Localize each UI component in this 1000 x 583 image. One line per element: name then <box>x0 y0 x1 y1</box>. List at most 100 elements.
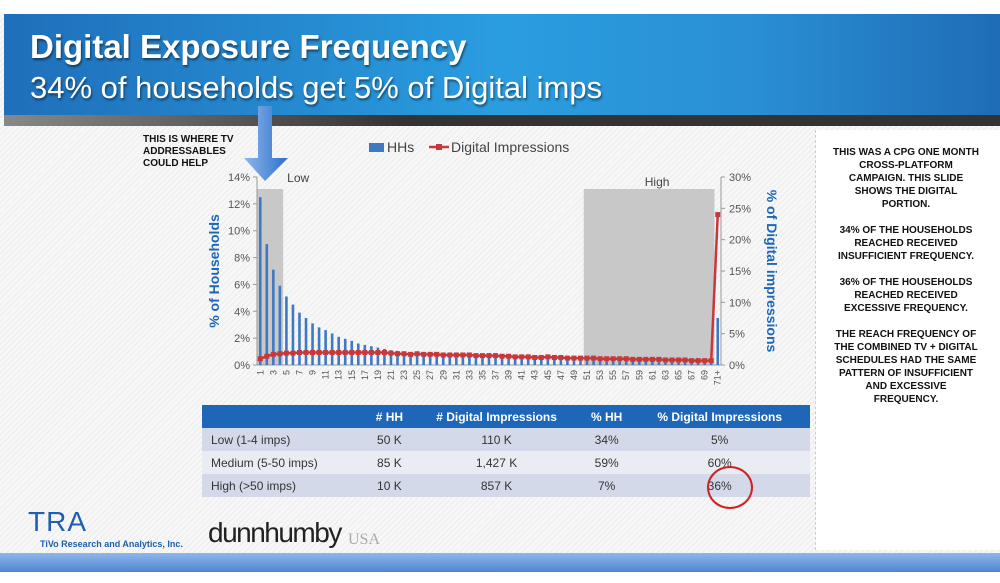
side-note: THE REACH FREQUENCY OF THE COMBINED TV +… <box>834 329 978 405</box>
x-tick-label: 5 <box>281 370 291 375</box>
x-tick-label: 19 <box>373 370 383 380</box>
x-tick-label: 35 <box>477 370 487 380</box>
digital-point <box>604 356 610 362</box>
digital-point <box>525 354 531 360</box>
hh-bar <box>618 360 622 365</box>
hh-bar <box>709 361 713 365</box>
x-tick-label: 59 <box>634 370 644 380</box>
x-tick-label: 61 <box>647 370 657 380</box>
x-tick-label: 39 <box>504 370 514 380</box>
hh-bar <box>703 361 706 365</box>
digital-point <box>388 350 394 356</box>
side-notes-panel: THIS WAS A CPG ONE MONTH CROSS-PLATFORM … <box>815 130 1000 550</box>
digital-point <box>662 357 668 363</box>
digital-point <box>636 356 642 362</box>
side-note: THIS WAS A CPG ONE MONTH CROSS-PLATFORM … <box>833 147 979 210</box>
hh-bar <box>644 360 648 365</box>
hh-bar <box>376 347 380 365</box>
frequency-chart: Low High 0% 2% 4% 6% 8% 10% 12% 14% 0% 5% 10% 15% 20% 2… <box>206 139 780 385</box>
digital-point <box>427 351 433 357</box>
x-tick-label: 53 <box>595 370 605 380</box>
digital-point <box>336 349 342 355</box>
table-cell: 857 K <box>409 474 584 497</box>
hh-bar <box>468 356 471 365</box>
digital-point <box>473 353 479 359</box>
hh-bar <box>546 359 550 365</box>
digital-point <box>270 351 276 357</box>
x-tick-label: 67 <box>687 370 697 380</box>
digital-point <box>368 349 374 355</box>
table-cell: 110 K <box>409 428 584 451</box>
x-tick-label: 51 <box>582 370 592 380</box>
slide-title: Digital Exposure Frequency <box>30 28 467 65</box>
hh-bar <box>664 360 667 365</box>
hh-bar <box>592 360 595 365</box>
hh-bar <box>383 348 386 365</box>
y-axis-title: % of Households <box>206 214 222 328</box>
hh-bar <box>278 285 282 365</box>
digital-point <box>597 356 603 362</box>
y-tick-label: 10% <box>228 226 250 238</box>
hh-bar <box>272 269 275 365</box>
x-tick-label: 71+ <box>713 370 723 385</box>
digital-point <box>355 349 361 355</box>
hh-bar <box>611 360 615 365</box>
x-tick-label: 69 <box>700 370 710 380</box>
hh-bar <box>487 357 491 365</box>
x-tick-label: 33 <box>464 370 474 380</box>
digital-point <box>493 353 499 359</box>
hh-bar <box>422 353 425 365</box>
digital-point <box>447 352 453 358</box>
hh-bar <box>526 358 530 365</box>
x-tick-label: 65 <box>674 370 684 380</box>
side-note: 36% OF THE HOUSEHOLDS REACHED RECEIVED E… <box>839 277 973 314</box>
table-cell: 34% <box>583 428 630 451</box>
down-arrow-icon <box>244 106 288 181</box>
top-margin <box>0 0 1000 14</box>
hh-bar <box>428 354 432 365</box>
digital-point <box>296 349 302 355</box>
hh-bar <box>258 197 262 365</box>
side-note: 34% OF THE HOUSEHOLDS REACHED RECEIVED I… <box>837 225 975 262</box>
hh-bar <box>677 360 680 365</box>
digital-point <box>375 349 381 355</box>
x-tick-label: 43 <box>530 370 540 380</box>
table-cell: 50 K <box>369 428 410 451</box>
slide-subtitle: 34% of households get 5% of Digital imps <box>30 70 603 105</box>
y-tick-label: 0% <box>234 360 250 372</box>
region-high <box>583 189 715 365</box>
digital-point <box>421 351 427 357</box>
y2-tick-label: 25% <box>729 203 751 215</box>
digital-point <box>264 353 270 359</box>
x-tick-label: 25 <box>412 370 422 380</box>
y-tick-label: 14% <box>228 172 250 184</box>
x-tick-label: 27 <box>425 370 435 380</box>
hh-bar <box>716 318 720 365</box>
legend-digital-label: Digital Impressions <box>451 139 569 155</box>
hh-bar <box>657 360 661 365</box>
hh-bar <box>402 351 406 365</box>
x-tick-label: 47 <box>556 370 566 380</box>
table-cell: Low (1-4 imps) <box>202 428 370 451</box>
hh-bar <box>265 244 269 365</box>
y2-tick-label: 0% <box>729 360 745 372</box>
addressable-annotation: THIS IS WHERE TV ADDRESSABLES COULD HELP <box>143 134 234 169</box>
digital-point <box>571 355 577 361</box>
hh-bar <box>474 356 478 365</box>
hh-bar <box>513 358 517 365</box>
tra-logo-subtitle: TiVo Research and Analytics, Inc. <box>40 539 183 549</box>
hh-bar <box>285 296 288 365</box>
digital-point <box>329 349 335 355</box>
y2-tick-label: 10% <box>729 297 751 309</box>
digital-point <box>558 354 564 360</box>
digital-point <box>434 351 440 357</box>
legend-hh-label: HHs <box>387 139 414 155</box>
x-tick-label: 17 <box>360 370 370 380</box>
slide-header: Digital Exposure Frequency 34% of househ… <box>4 14 1000 115</box>
hh-bar <box>330 333 334 365</box>
hh-bar <box>624 360 628 365</box>
hh-bar <box>396 350 399 365</box>
table-row: Medium (5-50 imps) 85 K 1,427 K 59% 60% <box>202 451 810 474</box>
digital-point <box>702 358 708 364</box>
table-row: High (>50 imps) 10 K 857 K 7% 36% <box>202 474 810 497</box>
